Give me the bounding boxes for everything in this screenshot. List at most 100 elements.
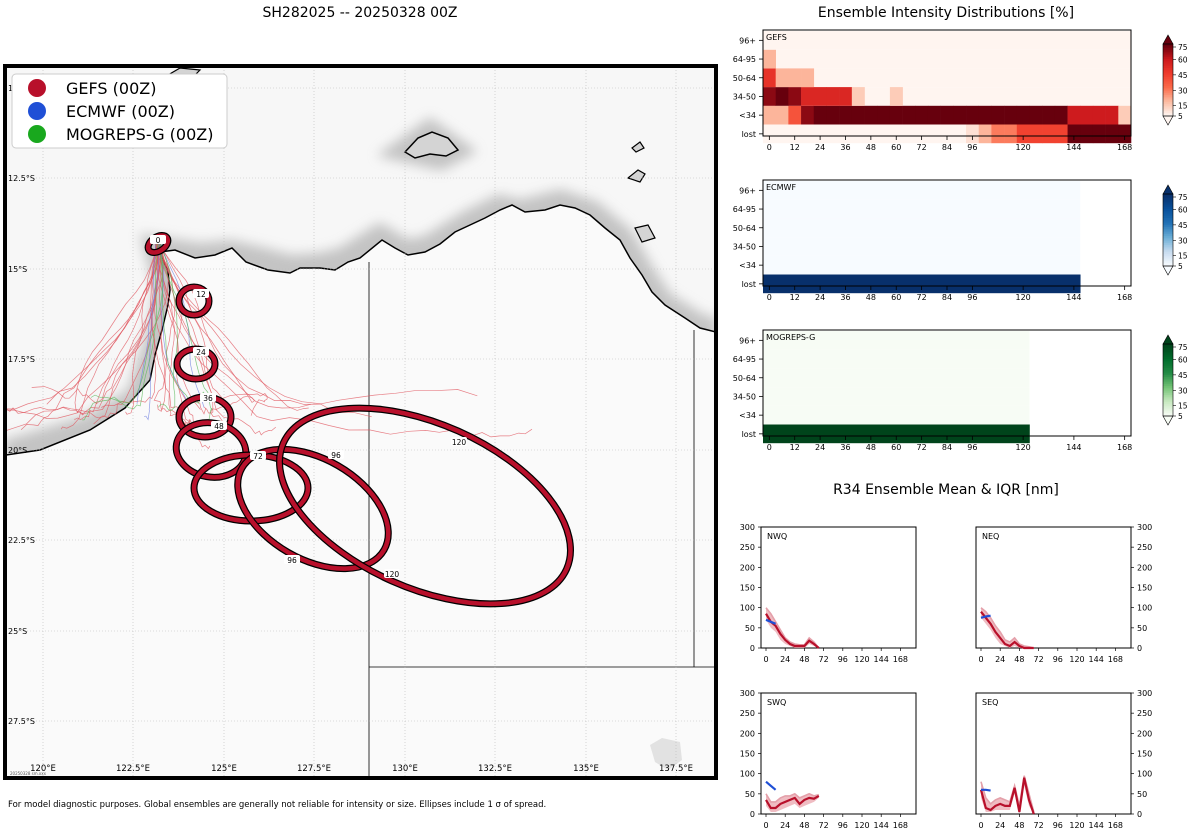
heatmap-category-label: <34: [739, 411, 756, 420]
heatmap-category-label: lost: [742, 430, 756, 439]
heatmap-hour-label: 84: [942, 293, 952, 302]
heatmap-hour-label: 12: [790, 293, 800, 302]
heatmap-cell: [978, 124, 992, 144]
map-title: SH282025 -- 20250328 00Z: [263, 5, 458, 21]
heatmap-cell: [763, 49, 776, 69]
r34-ytick-label: 150: [1137, 750, 1152, 759]
colorbar-step: [1163, 407, 1173, 410]
colorbar-tick-label: 45: [1178, 221, 1188, 230]
r34-xtick-label: 168: [893, 821, 908, 830]
r34-xtick-label: 48: [799, 821, 809, 830]
legend-marker: [28, 79, 46, 97]
heatmap-cell: [763, 424, 1030, 444]
r34-ytick-label: 0: [1137, 810, 1142, 819]
r34-ytick-label: 50: [745, 790, 755, 799]
colorbar-extend-bottom: [1162, 115, 1174, 126]
colorbar-tick-label: 60: [1178, 355, 1188, 364]
heatmap-cell: [1092, 124, 1106, 144]
colorbar-step: [1163, 394, 1173, 397]
uncertainty-ellipse: [235, 447, 391, 571]
heatmap-category-label: 64-95: [733, 55, 756, 64]
australia-landmass: [6, 204, 716, 778]
colorbar-step: [1163, 349, 1173, 352]
colorbar-tick-label: 15: [1178, 402, 1188, 411]
heatmap-cell: [763, 368, 1030, 388]
heatmap-hour-label: 36: [840, 293, 850, 302]
r34-ytick-label: 0: [750, 810, 755, 819]
colorbar-step: [1163, 65, 1173, 68]
colorbar-step: [1163, 45, 1173, 49]
heatmap-hour-label: 84: [942, 443, 952, 452]
ensemble-track: [158, 243, 178, 411]
ensemble-track: [160, 243, 187, 400]
r34-ecmwf-mean-line: [765, 618, 777, 625]
heatmap-hour-label: 12: [790, 443, 800, 452]
colorbar-step: [1163, 49, 1173, 52]
r34-xtick-label: 120: [854, 821, 869, 830]
colorbar-step: [1163, 381, 1173, 385]
heatmap-category-label: 50-64: [733, 74, 756, 83]
ellipse-label-bg: [150, 235, 166, 244]
colorbar-step: [1163, 362, 1173, 365]
r34-xtick-label: 0: [978, 821, 983, 830]
colorbar-step: [1163, 403, 1173, 406]
colorbar-step: [1163, 217, 1173, 220]
colorbar-tick-label: 5: [1178, 112, 1183, 121]
ensemble-track: [60, 243, 161, 430]
colorbar-step: [1163, 353, 1173, 356]
colorbar-tick-label: 60: [1178, 55, 1188, 64]
heatmap-category-label: 50-64: [733, 224, 756, 233]
heatmap-category-label: 64-95: [733, 205, 756, 214]
colorbar-tick-label: 30: [1178, 386, 1188, 395]
colorbar-tick-label: 75: [1178, 43, 1188, 52]
r34-xtick-label: 96: [1053, 821, 1063, 830]
colorbar-step: [1163, 208, 1173, 211]
heatmap-category-label: 34-50: [733, 392, 756, 401]
heatmap-model-label: MOGREPS-G: [766, 333, 815, 342]
colorbar-step: [1163, 47, 1173, 50]
colorbar-step: [1163, 360, 1173, 363]
colorbar-step: [1163, 213, 1173, 217]
r34-ytick-label: 250: [740, 709, 755, 718]
heatmap-category-label: 34-50: [733, 92, 756, 101]
legend-marker: [28, 102, 46, 120]
map-legend: GEFS (00Z) ECMWF (00Z) MOGREPS-G (00Z): [11, 73, 228, 149]
r34-ytick-label: 100: [740, 770, 755, 779]
heatmap-hour-label: 48: [866, 443, 876, 452]
heatmap-hour-label: 96: [967, 293, 977, 302]
legend-label: ECMWF (00Z): [66, 102, 175, 121]
heatmap-cell: [1042, 124, 1056, 144]
heatmap-cell: [763, 349, 1030, 369]
r34-ytick-label: 100: [740, 604, 755, 613]
heatmap-hour-label: 60: [891, 293, 901, 302]
colorbar-step: [1163, 203, 1173, 206]
colorbar-step: [1163, 212, 1173, 215]
ensemble-track: [144, 243, 157, 421]
colorbar-tick-label: 75: [1178, 193, 1188, 202]
colorbar-step: [1163, 90, 1173, 94]
colorbar-step: [1163, 98, 1173, 101]
lat-tick-label: 20°S: [8, 446, 27, 455]
heatmap-model-label: ECMWF: [766, 183, 796, 192]
heatmap-category-label: 64-95: [733, 355, 756, 364]
colorbar-tick-label: 30: [1178, 236, 1188, 245]
colorbar-step: [1163, 92, 1173, 95]
heatmap-cell: [763, 87, 776, 106]
ellipse-hour-label: 36: [203, 394, 213, 403]
colorbar-step: [1163, 372, 1173, 376]
heatmap-cell: [1042, 105, 1056, 125]
colorbar-step: [1163, 72, 1173, 76]
heatmap-hour-label: 96: [967, 143, 977, 152]
colorbar-step: [1163, 226, 1173, 229]
colorbar-step: [1163, 89, 1173, 92]
colorbar-step: [1163, 345, 1173, 349]
island: [403, 131, 460, 159]
heatmap-cell: [763, 199, 1081, 219]
lat-tick-label: 15°S: [8, 265, 27, 274]
heatmap-hour-label: 144: [1066, 143, 1081, 152]
colorbar-step: [1163, 81, 1173, 85]
heatmap-cell: [1067, 124, 1081, 144]
r34-quadrant-label: NWQ: [767, 532, 787, 541]
r34-ytick-label: 50: [1137, 624, 1147, 633]
colorbar-step: [1163, 371, 1173, 374]
